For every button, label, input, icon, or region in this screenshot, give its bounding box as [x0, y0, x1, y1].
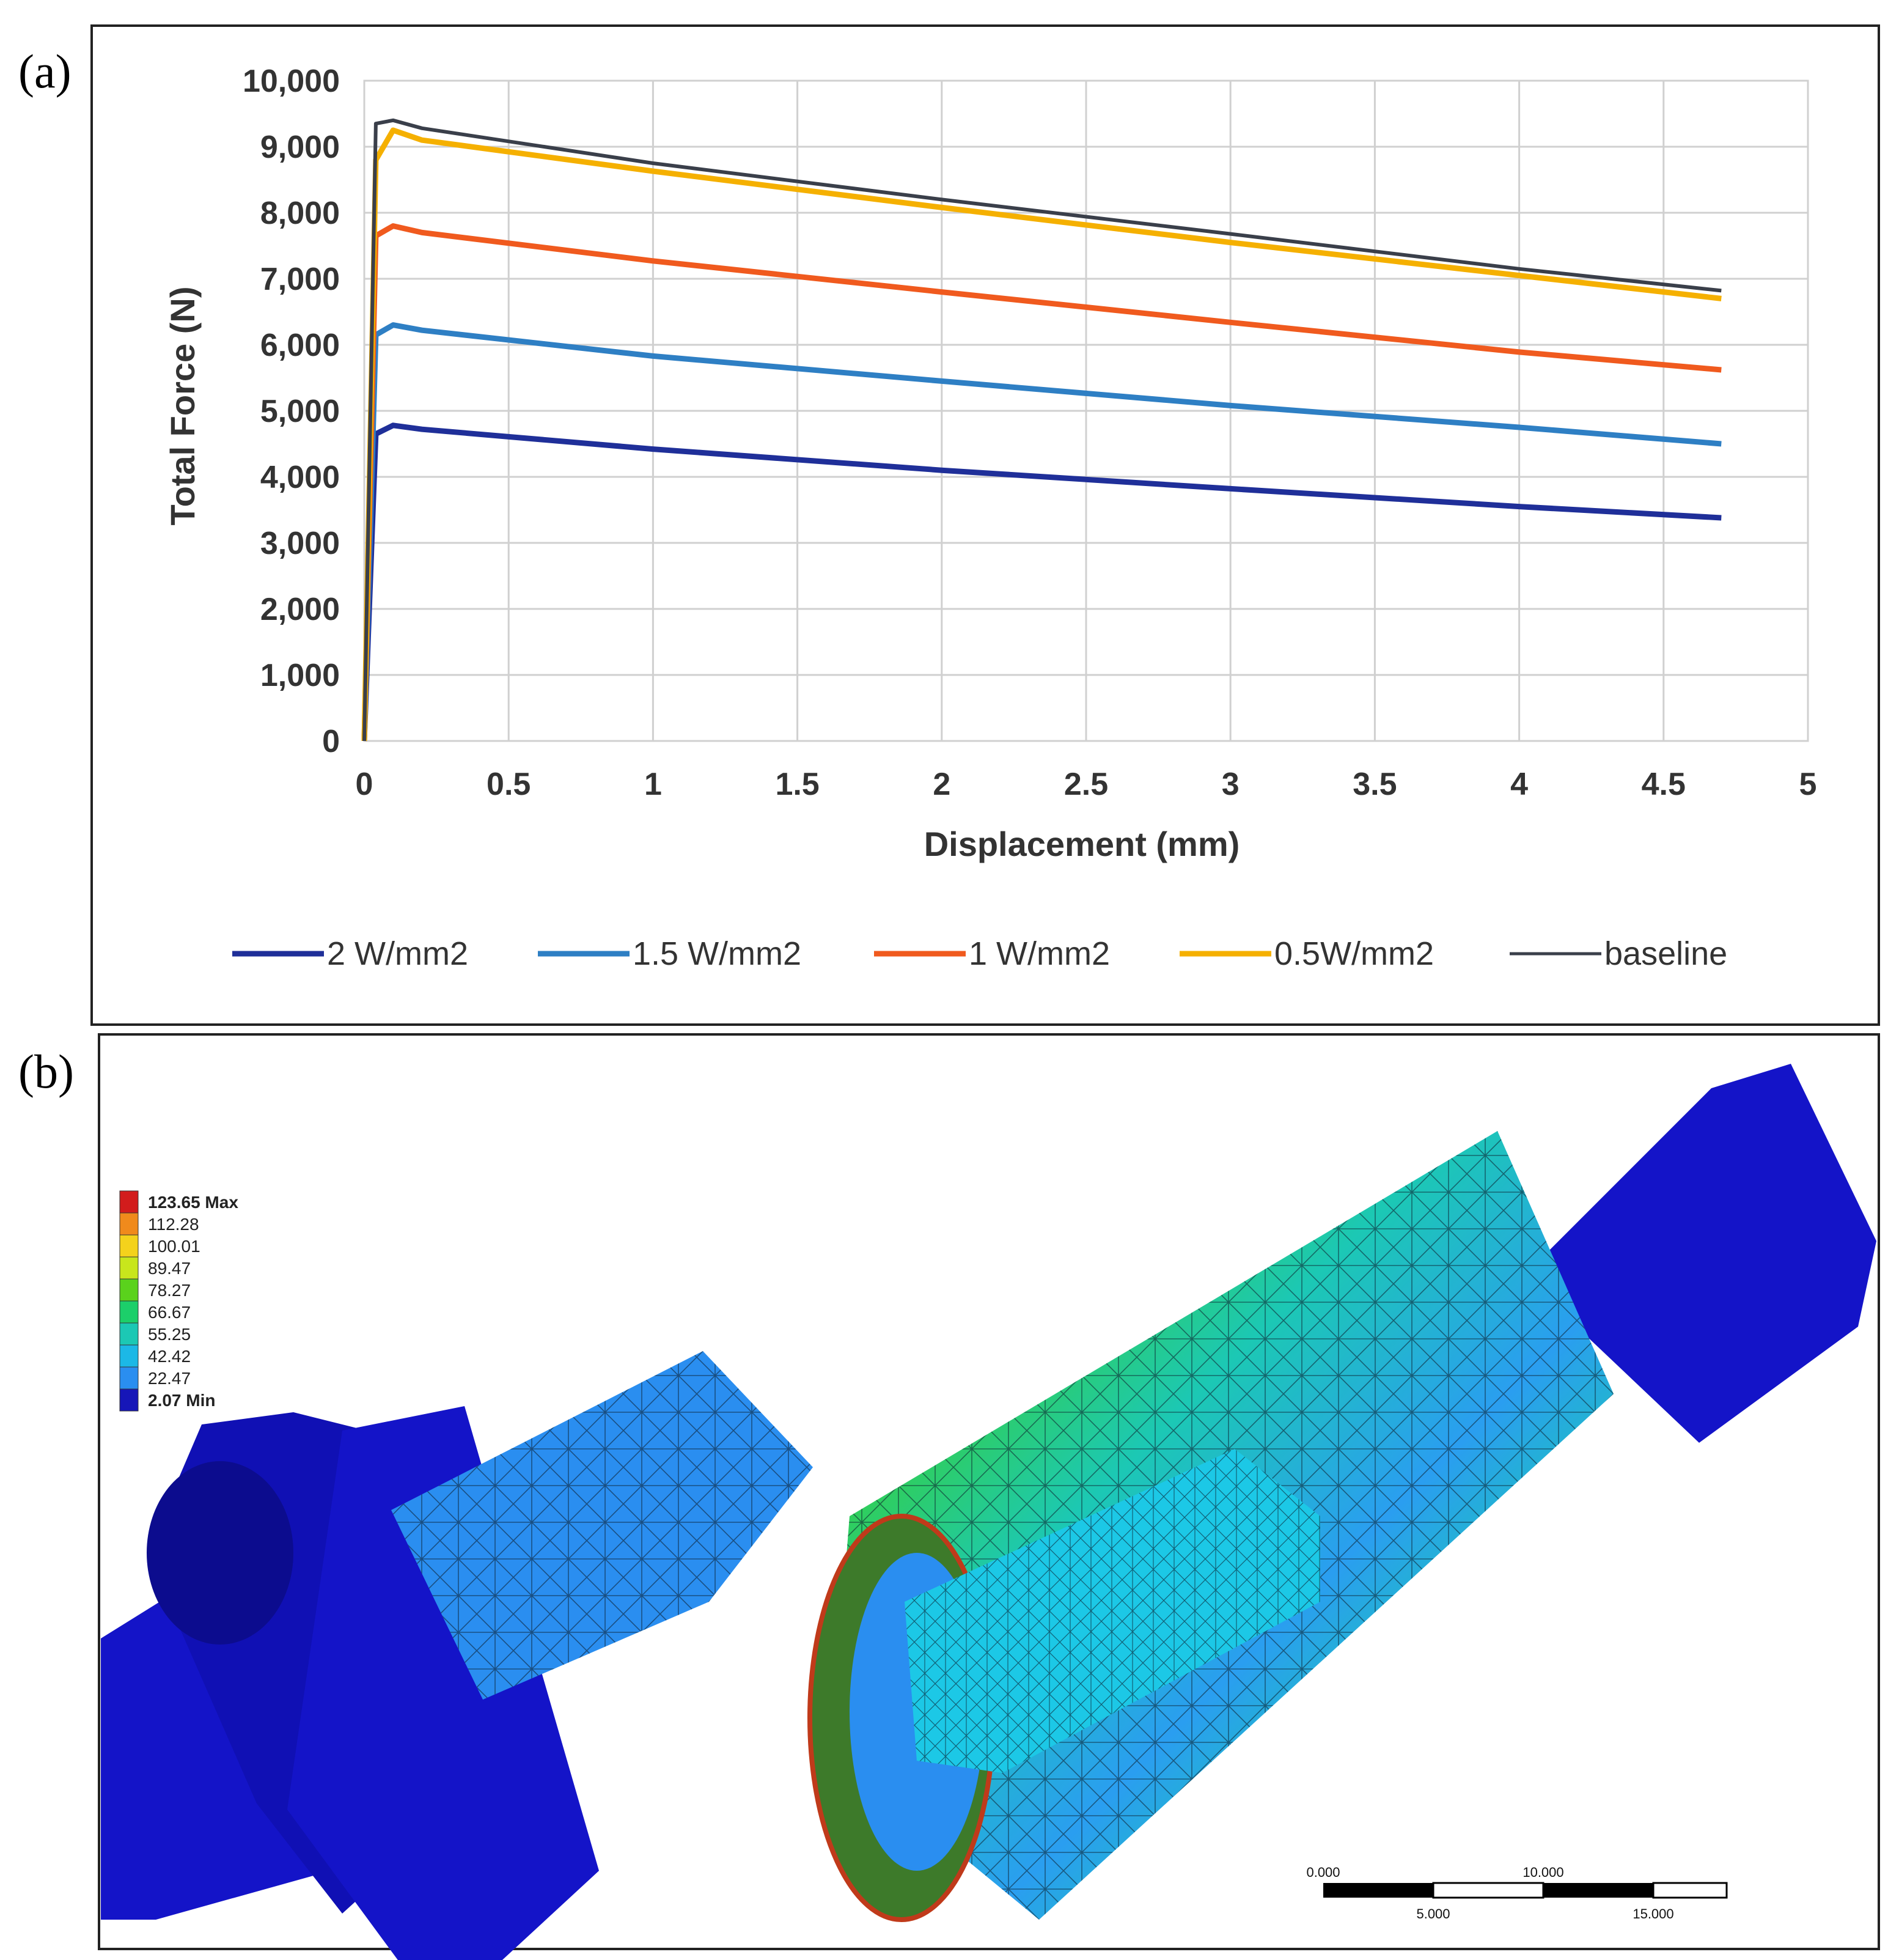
- legend-label: 1 W/mm2: [969, 935, 1110, 972]
- y-tick-label: 10,000: [243, 64, 340, 99]
- legend-item: 1.5 W/mm2: [538, 935, 801, 972]
- x-axis-label: Displacement (mm): [924, 825, 1240, 863]
- y-tick-label: 4,000: [260, 460, 340, 495]
- legend-item: 0.5W/mm2: [1180, 935, 1434, 972]
- x-tick-label: 2: [933, 767, 950, 802]
- y-tick-label: 9,000: [260, 130, 340, 165]
- legend-value: 123.65 Max: [148, 1193, 238, 1212]
- legend-color-swatch: [119, 1190, 139, 1214]
- legend-item: 1 W/mm2: [874, 935, 1110, 972]
- x-tick-label: 5: [1799, 767, 1817, 802]
- legend-label: 2 W/mm2: [327, 935, 468, 972]
- legend-value: 22.47: [148, 1369, 191, 1388]
- legend-value: 112.28: [148, 1215, 199, 1234]
- legend-value: 66.67: [148, 1303, 191, 1322]
- y-tick-label: 8,000: [260, 196, 340, 231]
- legend-label: baseline: [1604, 935, 1727, 972]
- panel-b-label: (b): [18, 1045, 74, 1098]
- x-tick-label: 3.5: [1353, 767, 1397, 802]
- y-tick-label: 3,000: [260, 526, 340, 561]
- y-tick-label: 6,000: [260, 328, 340, 363]
- scale-label-5: 5.000: [1416, 1906, 1450, 1921]
- x-tick-label: 0.5: [487, 767, 531, 802]
- chart-legend: 2 W/mm2 1.5 W/mm2 1 W/mm2 0.5W/mm2 baseline: [232, 935, 1727, 972]
- legend-label: 1.5 W/mm2: [633, 935, 801, 972]
- legend-color-swatch: [119, 1278, 139, 1302]
- y-tick-label: 1,000: [260, 658, 340, 693]
- series-line-0-5w-mm2: [361, 127, 1722, 742]
- y-tick-label: 0: [322, 724, 340, 759]
- x-tick-label: 2.5: [1064, 767, 1108, 802]
- x-tick-label: 0: [356, 767, 373, 802]
- series-line-baseline: [362, 118, 1722, 742]
- temperature-legend: 123.65 Max 112.28 100.01 89.47 78.27 66.67 55.…: [119, 1190, 238, 1412]
- y-axis-ticks: 0 1,000 2,000 3,000 4,000 5,000 6,000 7,000 8,00…: [243, 64, 340, 759]
- legend-item: baseline: [1510, 935, 1727, 972]
- x-tick-label: 1: [644, 767, 662, 802]
- x-tick-label: 4.5: [1642, 767, 1686, 802]
- series-line-1-w-mm2: [361, 223, 1722, 742]
- panel-a-label: (a): [18, 45, 72, 98]
- chart-grid: [363, 79, 1809, 742]
- x-tick-label: 3: [1222, 767, 1240, 802]
- x-tick-label: 1.5: [775, 767, 819, 802]
- legend-color-swatch: [119, 1388, 139, 1412]
- y-axis-label: Total Force (N): [163, 287, 202, 526]
- x-axis-ticks: 0 0.5 1 1.5 2 2.5 3 3.5 4 4.5 5: [356, 767, 1817, 802]
- legend-value: 42.42: [148, 1347, 191, 1366]
- legend-color-swatch: [119, 1256, 139, 1280]
- y-tick-label: 2,000: [260, 592, 340, 627]
- panel-a-frame: [90, 24, 1880, 1026]
- legend-color-swatch: [119, 1234, 139, 1258]
- x-tick-label: 4: [1510, 767, 1528, 802]
- legend-color-swatch: [119, 1344, 139, 1368]
- legend-color-swatch: [119, 1300, 139, 1324]
- legend-value: 2.07 Min: [148, 1391, 215, 1410]
- legend-value: 55.25: [148, 1325, 191, 1344]
- scale-label-0: 0.000: [1306, 1865, 1340, 1880]
- scale-bar: 0.000 10.000 5.000 15.000: [1306, 1865, 1728, 1921]
- force-displacement-chart: 0 1,000 2,000 3,000 4,000 5,000 6,000 7,000 8,00…: [163, 64, 1817, 972]
- y-tick-label: 7,000: [260, 262, 340, 297]
- legend-value: 89.47: [148, 1259, 191, 1278]
- legend-color-swatch: [119, 1212, 139, 1236]
- scale-label-15: 15.000: [1633, 1906, 1673, 1921]
- scale-label-10: 10.000: [1523, 1865, 1563, 1880]
- legend-value: 100.01: [148, 1237, 200, 1256]
- left-shaft-part: [101, 1351, 813, 1960]
- series-line-1-5-w-mm2: [361, 322, 1722, 742]
- series-line-2-w-mm2: [361, 422, 1722, 742]
- right-sleeve-part: [807, 1064, 1876, 1922]
- legend-color-swatch: [119, 1366, 139, 1390]
- y-tick-label: 5,000: [260, 394, 340, 429]
- legend-value: 78.27: [148, 1281, 191, 1300]
- legend-item: 2 W/mm2: [232, 935, 468, 972]
- chart-series: [361, 118, 1722, 742]
- legend-color-swatch: [119, 1322, 139, 1346]
- legend-label: 0.5W/mm2: [1274, 935, 1434, 972]
